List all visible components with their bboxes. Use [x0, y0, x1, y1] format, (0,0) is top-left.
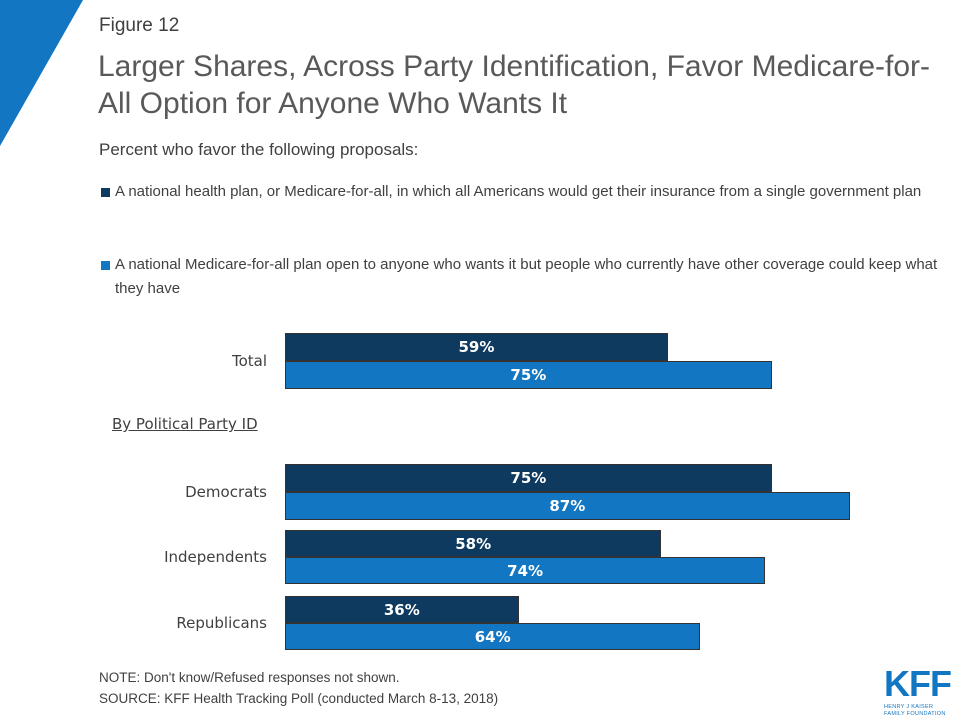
legend-item-series-2: A national Medicare-for-all plan open to… — [101, 253, 950, 301]
bar-series-1: 36% — [285, 596, 519, 623]
legend-swatch — [101, 188, 110, 197]
legend-swatch — [101, 261, 110, 270]
group-label: By Political Party ID — [112, 415, 258, 433]
chart-subtitle: Percent who favor the following proposal… — [99, 140, 419, 159]
chart-title: Larger Shares, Across Party Identificati… — [98, 50, 931, 120]
data-label: 58% — [455, 534, 492, 553]
bar-series-2: 75% — [285, 361, 772, 389]
legend-label: A national Medicare-for-all plan open to… — [115, 256, 938, 297]
logo-wordmark: KFF — [884, 663, 952, 704]
corner-accent-shape — [0, 0, 83, 146]
legend-label: A national health plan, or Medicare-for-… — [115, 183, 922, 200]
data-label: 36% — [383, 600, 420, 619]
bar-series-1: 58% — [285, 530, 662, 557]
kff-logo: KFF HENRY J KAISER FAMILY FOUNDATION — [884, 664, 956, 718]
bar-series-2: 74% — [285, 557, 766, 584]
data-label: 64% — [474, 627, 511, 646]
data-label: 75% — [510, 469, 547, 487]
bar-series-1: 75% — [285, 464, 772, 492]
figure-label: Figure 12 — [99, 15, 180, 36]
bar-series-1: 59% — [285, 333, 668, 361]
category-label: Democrats — [185, 483, 267, 501]
source-text: SOURCE: KFF Health Tracking Poll (conduc… — [99, 691, 499, 706]
category-label: Independents — [164, 548, 267, 566]
data-label: 87% — [549, 497, 586, 515]
logo-subtext: HENRY J KAISER — [884, 704, 934, 710]
category-label: Total — [231, 352, 267, 370]
legend-item-series-1: A national health plan, or Medicare-for-… — [101, 180, 950, 204]
category-label: Republicans — [176, 614, 267, 632]
data-label: 59% — [458, 338, 495, 356]
bar-series-2: 87% — [285, 492, 850, 520]
data-label: 74% — [507, 561, 544, 580]
bar-series-2: 64% — [285, 623, 701, 650]
note-text: NOTE: Don't know/Refused responses not s… — [99, 670, 400, 685]
data-label: 75% — [510, 366, 547, 384]
logo-subtext: FAMILY FOUNDATION — [884, 711, 946, 717]
